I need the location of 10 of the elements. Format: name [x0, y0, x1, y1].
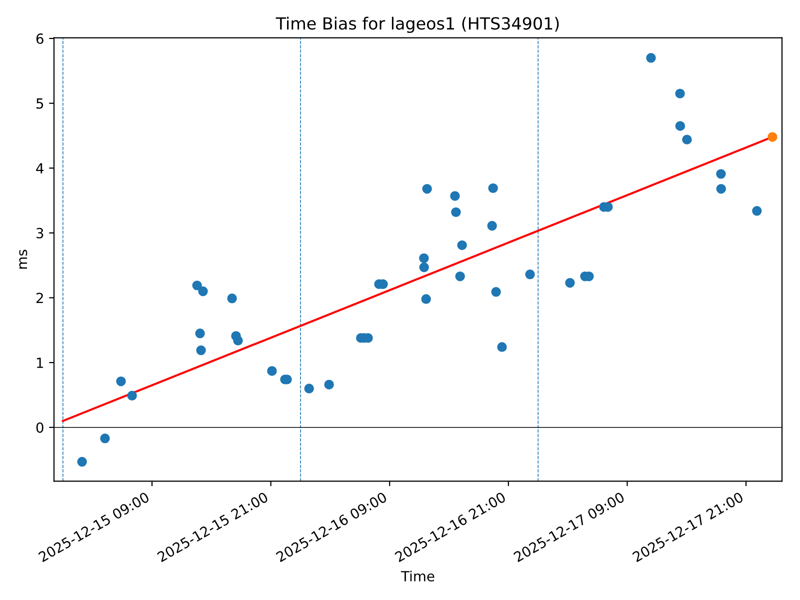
y-tick-label: 0 [36, 422, 44, 433]
y-axis-title: ms [19, 250, 28, 269]
chart-title: Time Bias for lageos1 (HTS34901) [276, 16, 559, 33]
y-tick-label: 5 [36, 98, 44, 109]
x-axis-title: Time [400, 570, 434, 582]
y-tick-label: 2 [36, 292, 43, 304]
y-tick-label: 4 [36, 163, 44, 174]
y-tick-label: 3 [36, 228, 44, 238]
y-tick-label: 6 [36, 33, 44, 44]
y-tick-label: 1 [36, 358, 43, 368]
